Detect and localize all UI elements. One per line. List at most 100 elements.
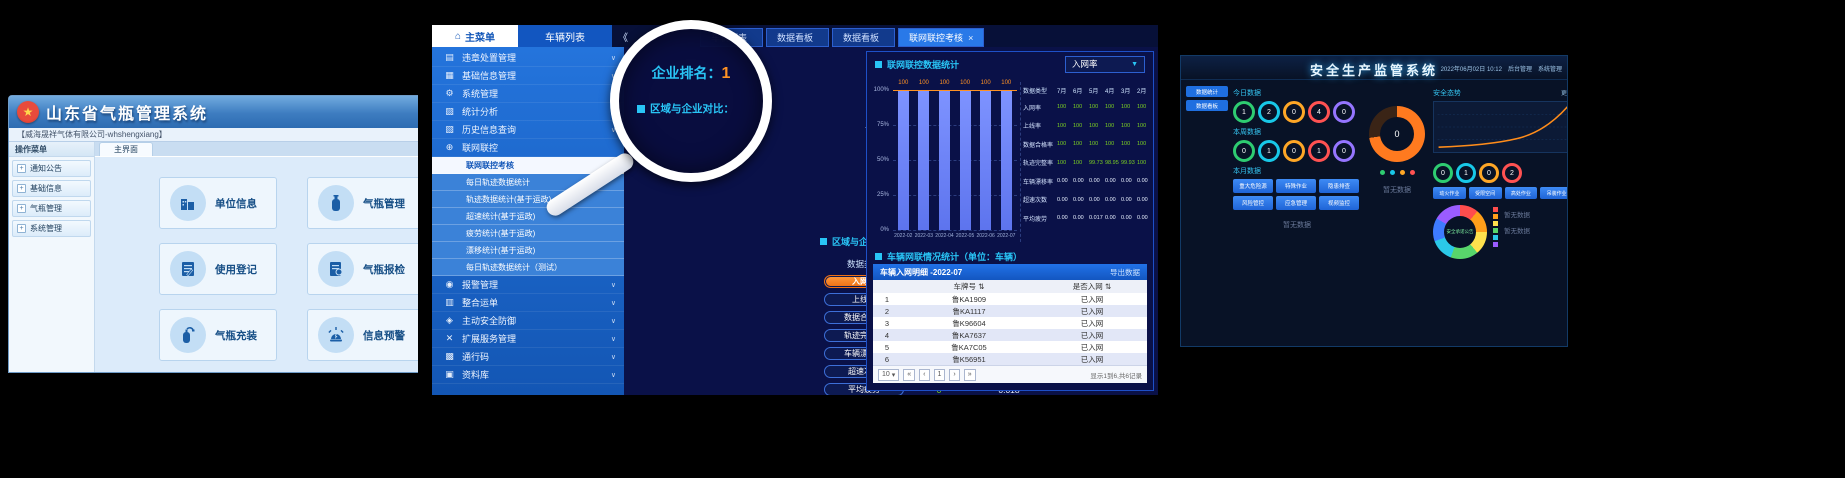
vehicle-list-tab[interactable]: 车辆列表 <box>518 25 612 47</box>
sidebar-submenu-item[interactable]: 漂移统计(基于运政) <box>432 242 624 259</box>
col-plate-sortable[interactable]: 车牌号 ⇅ <box>901 281 1037 292</box>
stats-value: 100 <box>1089 104 1099 111</box>
stats-value: 100 <box>1121 122 1131 129</box>
x-tick: 2022-06 <box>976 233 995 239</box>
work-chip-button[interactable]: 高处作业 <box>1504 187 1538 199</box>
register-form-icon <box>170 251 206 287</box>
module-button[interactable]: 重大危险源 <box>1233 179 1273 193</box>
last-page-button[interactable]: » <box>963 368 976 381</box>
module-button[interactable]: 应急管理 <box>1276 196 1316 210</box>
sort-icon[interactable]: ⇅ <box>1104 282 1112 291</box>
sidebar-menu-item[interactable]: ▣ 资料库 ∨ <box>432 366 624 384</box>
compare-title-text: 区域与企业对比： <box>650 103 734 115</box>
module-button[interactable]: 风险管控 <box>1233 196 1273 210</box>
sort-icon[interactable]: ⇅ <box>978 282 985 291</box>
sidebar-submenu-item[interactable]: 疲劳统计(基于运政) <box>432 225 624 242</box>
expand-plus-icon[interactable]: + <box>17 224 26 233</box>
module-button[interactable]: 隐患排查 <box>1319 179 1359 193</box>
sidebar-menu-item[interactable]: ⊕ 联网联控 <box>432 139 624 157</box>
more-link[interactable]: 更多 <box>1560 91 1567 97</box>
legend-dot <box>1389 170 1395 175</box>
empty-placeholder: 暂无数据 <box>1283 222 1311 229</box>
sidebar-menu-item[interactable]: ▩ 通行码 ∨ <box>432 348 624 366</box>
next-page-button[interactable]: › <box>949 368 960 381</box>
table-row[interactable]: 6 鲁K56951 已入网 <box>873 353 1147 365</box>
module-button[interactable]: 视频监控 <box>1319 196 1359 210</box>
sidebar-menu-item[interactable]: ▨ 统计分析 ∨ <box>432 103 624 121</box>
workspace-tab[interactable]: 数据看板 <box>832 28 896 47</box>
workspace-tab[interactable]: 数据看板 <box>766 28 830 47</box>
tile-cylinder-inspection[interactable]: 气瓶报检 <box>307 243 425 295</box>
today-section-title: 今日数据 <box>1233 90 1261 97</box>
sidebar-collapse-icon[interactable]: 《 <box>618 32 628 44</box>
sidebar-menu-item[interactable]: ◈ 主动安全防御 ∨ <box>432 312 624 330</box>
stats-value: 0.00 <box>1057 215 1068 222</box>
main-menu-label: 主菜单 <box>465 32 496 44</box>
sidebar-menu-item[interactable]: ▥ 整合运单 ∨ <box>432 294 624 312</box>
first-page-button[interactable]: « <box>903 368 916 381</box>
prev-page-button[interactable]: ‹ <box>919 368 930 381</box>
module-button[interactable]: 特殊作业 <box>1276 179 1316 193</box>
network-status: 已入网 <box>1080 342 1104 352</box>
quick-button[interactable]: 数据看板 <box>1186 100 1228 111</box>
workspace-tab-label: 数据看板 <box>843 33 880 43</box>
main-menu-tab[interactable]: ⌂ 主菜单 <box>432 25 518 47</box>
current-page-box[interactable]: 1 <box>933 368 946 381</box>
expand-plus-icon[interactable]: + <box>17 164 26 173</box>
y-tick: 25% <box>876 192 889 198</box>
sidebar-menu-item[interactable]: ▤ 违章处置管理 ∨ <box>432 49 624 67</box>
sidebar-submenu-item[interactable]: 每日轨迹数据统计（测试） <box>432 259 624 276</box>
menu-item-icon: ▩ <box>445 351 454 361</box>
export-button[interactable]: 导出数据 <box>1110 267 1140 277</box>
nav-item[interactable]: + 系统管理 <box>12 220 91 237</box>
tile-label: 单位信息 <box>215 197 257 210</box>
sidebar-menu-item[interactable]: ▧ 历史信息查询 ∨ <box>432 121 624 139</box>
nav-item-label: 气瓶管理 <box>30 204 62 213</box>
menu-item-label: 违章处置管理 <box>462 53 517 63</box>
nav-item[interactable]: + 基础信息 <box>12 180 91 197</box>
tab-close-icon[interactable]: × <box>968 32 974 43</box>
table-row[interactable]: 2 鲁KA1117 已入网 <box>873 305 1147 317</box>
section-bullet-icon <box>637 104 645 113</box>
sidebar-menu-item[interactable]: ✕ 扩展服务管理 ∨ <box>432 330 624 348</box>
sidebar-menu-item[interactable]: ▦ 基础信息管理 ∨ <box>432 67 624 85</box>
menu-item-label: 扩展服务管理 <box>462 334 517 344</box>
sidebar-menu-item[interactable]: ◉ 报警管理 ∨ <box>432 276 624 294</box>
table-row[interactable]: 1 鲁KA1909 已入网 <box>873 293 1147 305</box>
table-row[interactable]: 3 鲁K96604 已入网 <box>873 317 1147 329</box>
tile-cylinder-mgmt[interactable]: 气瓶管理 <box>307 177 425 229</box>
sidebar-submenu-item[interactable]: 联网联控考核 <box>432 157 624 174</box>
stats-value: 99.73 <box>1089 159 1103 166</box>
work-chip-button[interactable]: 动火作业 <box>1433 187 1466 199</box>
metric-select[interactable]: 入网率 ▼ <box>1065 55 1145 73</box>
tile-cylinder-filling[interactable]: 气瓶充装 <box>159 309 277 361</box>
tile-usage-register[interactable]: 使用登记 <box>159 243 277 295</box>
expand-plus-icon[interactable]: + <box>17 204 26 213</box>
tab-main-view[interactable]: 主界面 <box>99 142 153 156</box>
expand-plus-icon[interactable]: + <box>17 184 26 193</box>
nav-item[interactable]: + 气瓶管理 <box>12 200 91 217</box>
work-chip-button[interactable]: 吊装作业 <box>1540 187 1567 199</box>
work-chip-button[interactable]: 受限空间 <box>1468 187 1502 199</box>
bar-column: 100 2022-05 <box>955 80 976 246</box>
admin-link[interactable]: 后台管理 <box>1507 67 1532 73</box>
sidebar-submenu-item[interactable]: 轨迹数据统计(基于运政) <box>432 191 624 208</box>
quick-button[interactable]: 数据统计 <box>1186 86 1228 97</box>
system-link[interactable]: 系统管理 <box>1537 67 1562 73</box>
donut-center-value: 0 <box>1380 117 1414 151</box>
col-network-sortable[interactable]: 是否入网 ⇅ <box>1037 281 1147 292</box>
gauge-ring: 2 <box>1502 163 1522 183</box>
sidebar-submenu-item[interactable]: 超速统计(基于运政) <box>432 208 624 225</box>
nav-item[interactable]: + 通知公告 <box>12 160 91 177</box>
bar <box>918 90 930 230</box>
workspace-tab[interactable]: 联网联控考核 × <box>898 28 985 47</box>
table-row[interactable]: 4 鲁KA7637 已入网 <box>873 329 1147 341</box>
trend-line-chart <box>1433 101 1567 153</box>
table-row: 数据合格率 100 100 100 100 100 100 <box>1023 135 1153 154</box>
tile-info-alert[interactable]: 信息预警 <box>307 309 425 361</box>
table-row[interactable]: 5 鲁KA7C05 已入网 <box>873 341 1147 353</box>
tile-unit-info[interactable]: 单位信息 <box>159 177 277 229</box>
sidebar-menu-item[interactable]: ⚙ 系统管理 <box>432 85 624 103</box>
page-size-select[interactable]: 10 ▾ <box>878 368 900 381</box>
